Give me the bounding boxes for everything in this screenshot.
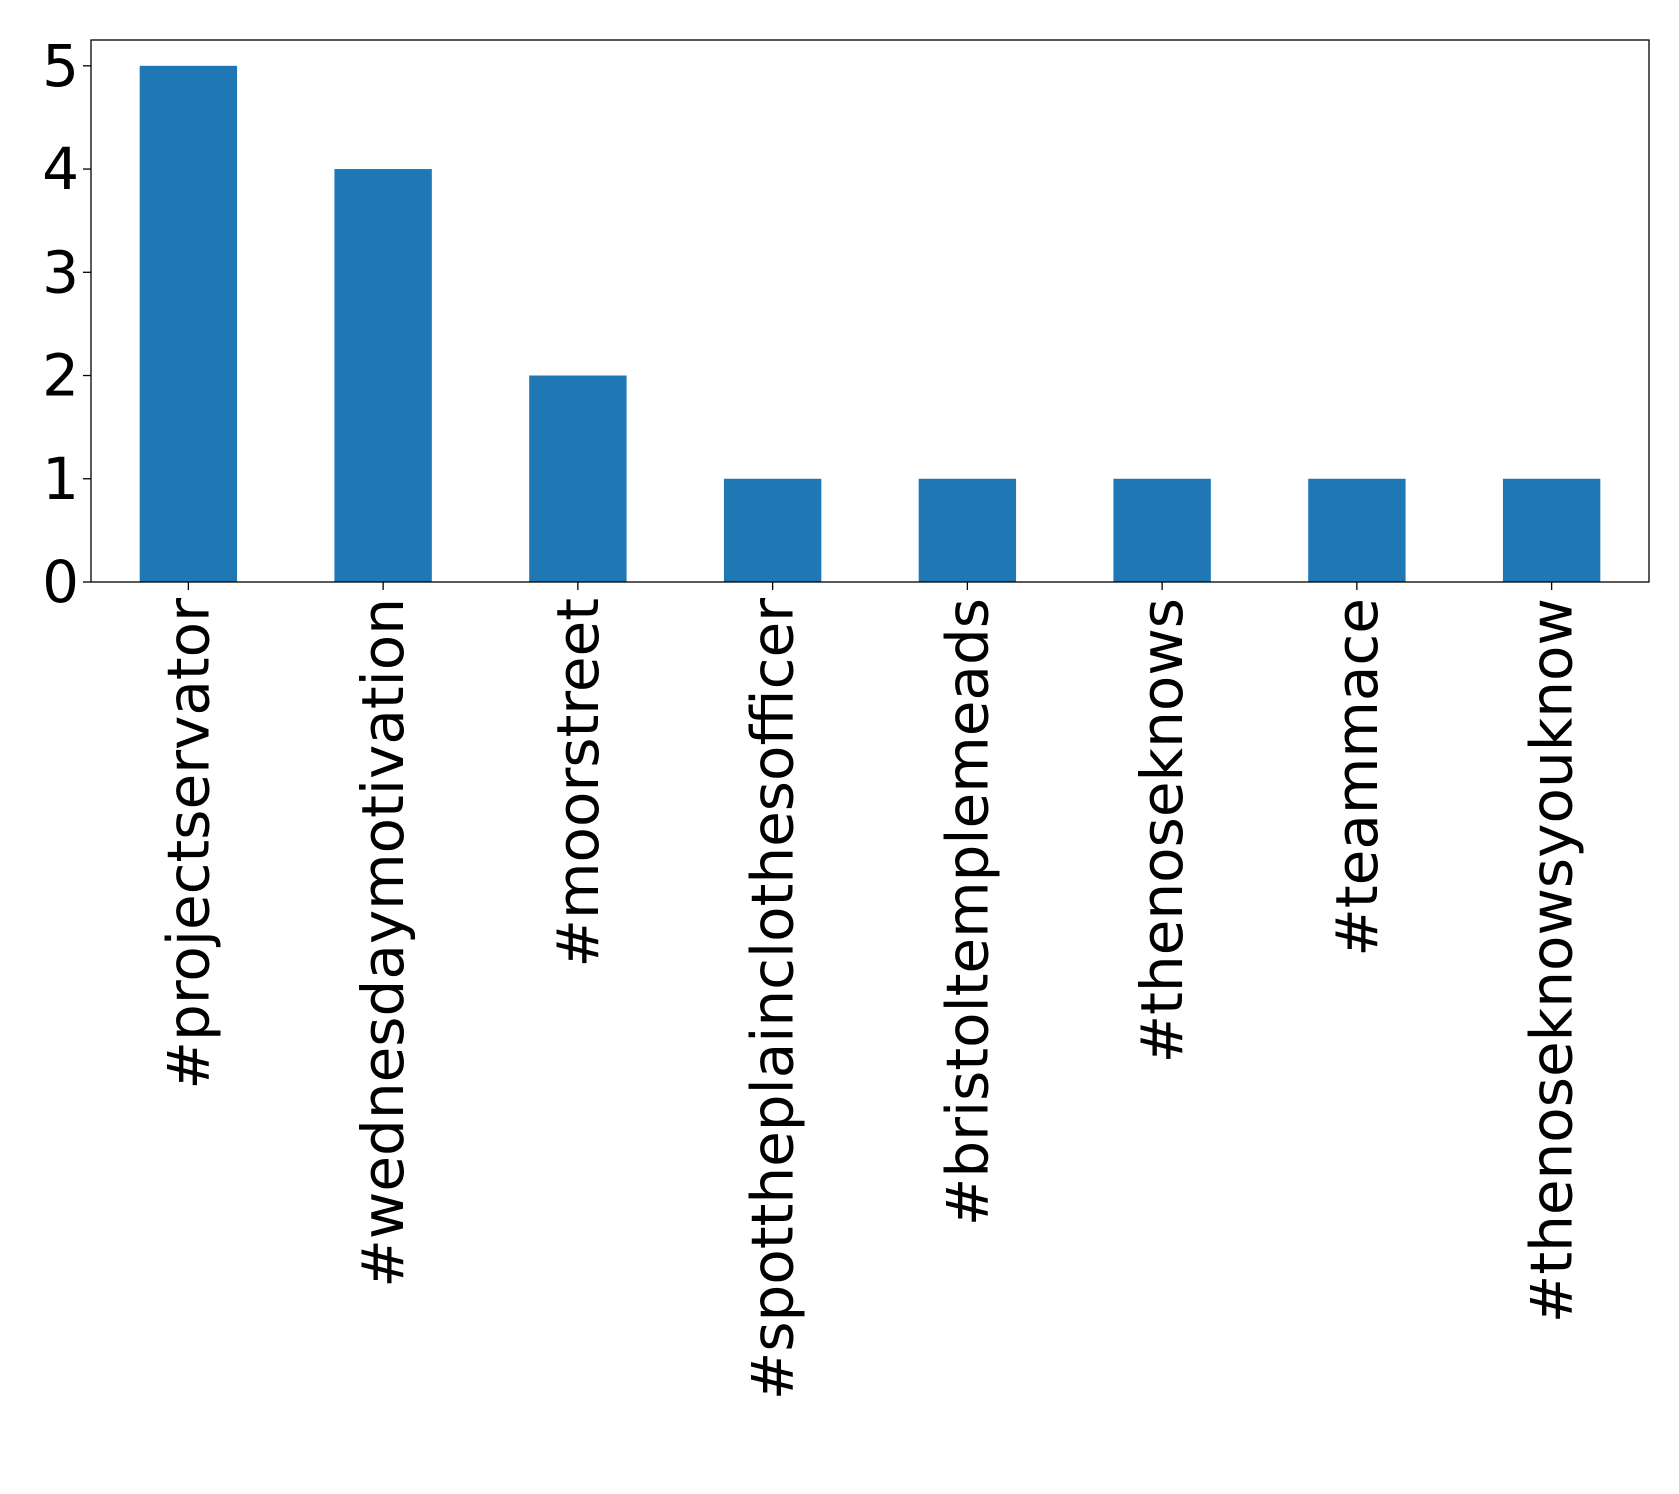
- bar-6: [1113, 478, 1211, 582]
- bars-layer: [139, 65, 1601, 583]
- x-tick-label: #teammace: [1323, 598, 1391, 957]
- bar-3: [529, 375, 627, 582]
- plot-frame: [90, 39, 1650, 583]
- x-tick-label: #thenoseknows: [1128, 598, 1196, 1063]
- x-tick-label: #wednesdaymotivation: [349, 598, 417, 1288]
- y-tick-label: 2: [42, 342, 79, 410]
- x-tick-label: #moorstreet: [544, 598, 612, 968]
- y-tick-label: 3: [42, 238, 79, 306]
- x-tick-label: #projectservator: [154, 598, 222, 1090]
- bar-4: [723, 478, 822, 582]
- axes-layer: [90, 39, 1650, 583]
- ticks-layer: 0 1 2 3 4 5 #projectservator #wednesdaymotivati…: [42, 32, 1586, 1400]
- y-tick-label: 4: [42, 135, 79, 203]
- y-tick-label: 1: [42, 445, 79, 513]
- y-tick-label: 0: [42, 548, 79, 616]
- x-tick-label: #spottheplainclothesofficer: [739, 598, 807, 1400]
- bar-1: [139, 65, 238, 582]
- bar-7: [1308, 478, 1406, 582]
- bar-5: [918, 478, 1017, 582]
- bar-2: [334, 169, 432, 583]
- x-tick-label: #bristoltemplemeads: [933, 598, 1001, 1226]
- y-tick-label: 5: [42, 32, 79, 100]
- bar-8: [1502, 478, 1601, 582]
- x-tick-label: #thenoseknowsyouknow: [1518, 598, 1586, 1323]
